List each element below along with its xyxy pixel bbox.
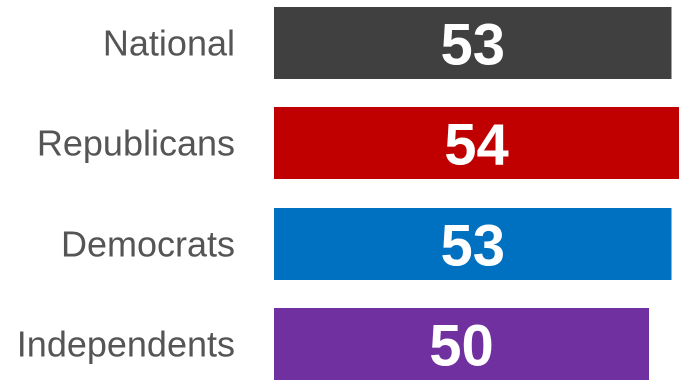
bar-republicans [274,107,679,179]
category-label-national: National [103,23,235,64]
bar-independents [274,308,649,380]
labels-layer: National 53 Republicans 54 Democrats 53 Indepe… [17,13,509,379]
value-label-independents: 50 [429,314,494,379]
category-label-democrats: Democrats [61,224,235,265]
category-label-independents: Independents [17,324,235,365]
value-label-national: 53 [440,13,505,78]
bars-layer [274,7,679,380]
bar-national [274,7,672,79]
value-label-republicans: 54 [444,113,509,178]
value-label-democrats: 53 [440,214,505,279]
category-label-republicans: Republicans [37,123,235,164]
bar-democrats [274,208,672,280]
